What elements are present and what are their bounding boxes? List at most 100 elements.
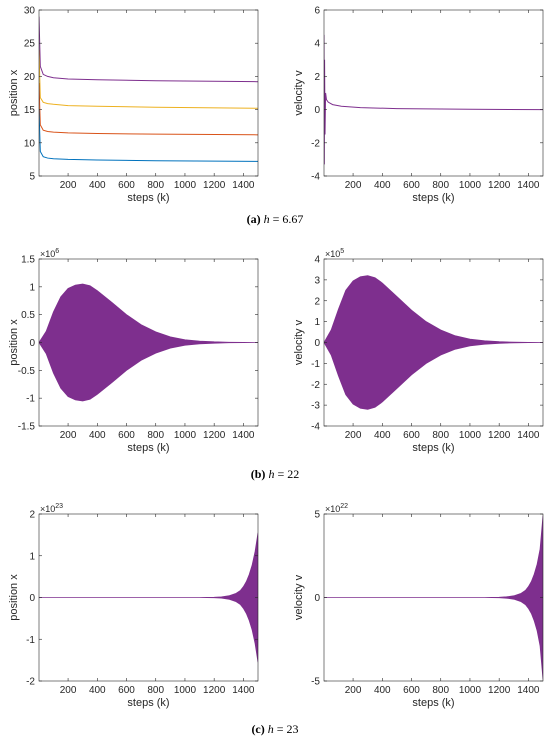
y-tick-label: 0 xyxy=(29,338,35,349)
plot-area: 200 400 600 800 1000 1200 140051015202530steps… xyxy=(8,6,544,709)
x-tick-label: 400 xyxy=(374,685,391,696)
series-line-1 xyxy=(39,49,258,109)
caption-b-symbol: h xyxy=(268,467,274,481)
x-tick-label: 800 xyxy=(147,685,164,696)
y-tick-label: 0 xyxy=(314,338,320,349)
x-tick-label: 600 xyxy=(403,180,420,191)
y-tick-label: -4 xyxy=(311,422,320,433)
y-tick-label: 4 xyxy=(314,255,320,266)
y-tick-label: -1 xyxy=(26,635,35,646)
y-tick-label: -1.5 xyxy=(18,422,36,433)
y-tick-label: 20 xyxy=(24,72,36,83)
caption-a-symbol: h xyxy=(264,212,270,226)
y-tick-label: -2 xyxy=(311,380,320,391)
y-tick-label: 1.5 xyxy=(21,255,35,266)
y-tick-label: 15 xyxy=(24,105,36,116)
data-layer xyxy=(39,16,258,162)
y-tick-label: 30 xyxy=(24,6,36,17)
x-tick-label: 1400 xyxy=(232,180,255,191)
x-tick-label: 1200 xyxy=(203,180,226,191)
x-tick-label: 1200 xyxy=(488,685,511,696)
x-tick-label: 400 xyxy=(89,180,106,191)
x-tick-label: 1400 xyxy=(232,430,255,441)
caption-c-value: = 23 xyxy=(277,722,299,736)
y-tick-label: 2 xyxy=(29,510,35,521)
caption-a-value: = 6.67 xyxy=(273,212,304,226)
caption-a-label: (a) xyxy=(247,212,261,226)
x-tick-label: 1200 xyxy=(488,180,511,191)
x-tick-label: 400 xyxy=(374,430,391,441)
oscillation-envelope xyxy=(324,275,543,410)
x-tick-label: 800 xyxy=(432,180,449,191)
y-tick-label: -5 xyxy=(311,677,320,688)
x-tick-label: 1000 xyxy=(174,180,197,191)
x-tick-label: 800 xyxy=(147,180,164,191)
chart-a-position: 200 400 600 800 1000 1200 1400 5 10 15 20 25 30 steps… xyxy=(8,6,259,204)
y-axis-label: position x xyxy=(8,69,20,116)
y-axis-label: position x xyxy=(8,574,20,621)
x-tick-label: 1400 xyxy=(232,685,255,696)
x-tick-label: 400 xyxy=(374,180,391,191)
x-tick-label: 200 xyxy=(60,180,77,191)
y-tick-label: 6 xyxy=(314,6,320,17)
y-tick-label: 1 xyxy=(29,551,35,562)
oscillation-envelope xyxy=(39,283,258,402)
data-layer xyxy=(39,283,258,402)
y-axis-label: velocity v xyxy=(293,70,305,116)
x-tick-label: 1200 xyxy=(203,430,226,441)
x-tick-label: 1400 xyxy=(517,430,540,441)
x-axis-label: steps (k) xyxy=(412,442,454,454)
x-tick-label: 1000 xyxy=(174,685,197,696)
y-tick-label: 10 xyxy=(24,138,36,149)
y-tick-label: -1 xyxy=(26,394,35,405)
caption-b: (b) h = 22 xyxy=(251,467,299,481)
x-axis-label: steps (k) xyxy=(127,442,169,454)
x-tick-label: 1000 xyxy=(459,685,482,696)
x-tick-label: 600 xyxy=(403,685,420,696)
y-tick-label: 3 xyxy=(314,275,320,286)
x-tick-label: 200 xyxy=(345,685,362,696)
oscillation-envelope xyxy=(39,532,258,663)
y-tick-label: 1 xyxy=(314,317,320,328)
x-tick-label: 600 xyxy=(118,430,135,441)
y-tick-label: 2 xyxy=(314,72,320,83)
chart-b-position: 200 400 600 800 1000 1200 1400 -1.5 -1 -0.5 0 0.5 1 1… xyxy=(8,248,259,454)
x-tick-label: 400 xyxy=(89,430,106,441)
y-axis-label: velocity v xyxy=(293,574,305,620)
x-tick-label: 200 xyxy=(60,685,77,696)
x-axis-label: steps (k) xyxy=(412,192,454,204)
y-axis-label: position x xyxy=(8,319,20,366)
x-axis-label: steps (k) xyxy=(127,697,169,709)
chart-b-velocity: 200 400 600 800 1000 1200 1400 -4 -3 -2 -1 0 1 2 3 4 ste… xyxy=(293,248,544,454)
x-tick-label: 600 xyxy=(403,430,420,441)
chart-c-velocity: 200 400 600 800 1000 1200 1400 -5 0 5 steps (k) vel… xyxy=(293,503,544,709)
y-axis-exponent: ×106 xyxy=(40,248,59,259)
x-tick-label: 200 xyxy=(60,430,77,441)
x-axis-label: steps (k) xyxy=(127,192,169,204)
y-axis-label: velocity v xyxy=(293,319,305,365)
y-tick-label: 5 xyxy=(314,510,320,521)
chart-a-velocity: 200 400 600 800 1000 1200 1400 -4 -2 0 2 4 6 steps (k… xyxy=(293,6,544,204)
data-layer xyxy=(324,275,543,410)
x-tick-label: 1400 xyxy=(517,685,540,696)
axes-frame xyxy=(38,9,259,177)
y-tick-label: 0 xyxy=(314,105,320,116)
y-tick-label: 4 xyxy=(314,39,320,50)
axes-frame xyxy=(323,9,544,177)
caption-c-symbol: h xyxy=(268,722,274,736)
x-tick-label: 400 xyxy=(89,685,106,696)
data-layer xyxy=(39,532,258,663)
y-tick-label: -0.5 xyxy=(18,366,36,377)
y-tick-label: -4 xyxy=(311,172,320,183)
y-tick-label: -2 xyxy=(311,138,320,149)
y-axis-exponent: ×1022 xyxy=(325,503,348,514)
x-tick-label: 1000 xyxy=(459,430,482,441)
y-tick-label: 5 xyxy=(29,172,35,183)
caption-b-value: = 22 xyxy=(277,467,299,481)
caption-a: (a) h = 6.67 xyxy=(247,212,304,226)
y-axis-exponent: ×105 xyxy=(325,248,344,259)
y-tick-label: 0 xyxy=(314,593,320,604)
x-tick-label: 800 xyxy=(432,685,449,696)
x-tick-label: 200 xyxy=(345,430,362,441)
x-tick-label: 600 xyxy=(118,685,135,696)
